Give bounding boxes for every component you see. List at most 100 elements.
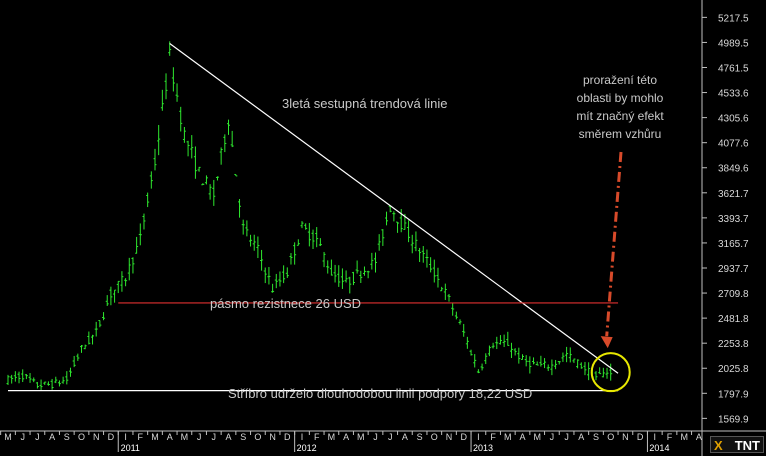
ohlc-bar (329, 259, 333, 276)
ohlc-bar (153, 148, 157, 171)
ohlc-bar (344, 270, 348, 283)
ohlc-bar (197, 166, 201, 172)
x-month-label: O (607, 432, 614, 442)
x-month-label: F (138, 432, 144, 442)
ohlc-bar (204, 175, 208, 185)
x-month-label: N (93, 432, 100, 442)
y-tick-label: 2025.8 (718, 364, 749, 375)
x-month-label: M (504, 432, 512, 442)
ohlc-bar (362, 266, 366, 276)
level-lines (8, 42, 631, 393)
breakout-arrow-head (600, 336, 613, 349)
y-tick-label: 3165.7 (718, 239, 749, 250)
ohlc-bar (157, 124, 161, 156)
ohlc-bar (469, 349, 473, 356)
ohlc-bar (491, 342, 495, 349)
ohlc-bar (436, 267, 440, 288)
ohlc-bar (182, 126, 186, 143)
ohlc-bar (392, 211, 396, 222)
ohlc-bar (164, 73, 168, 100)
ohlc-bar (219, 147, 223, 165)
ohlc-bar (587, 362, 591, 381)
x-month-label: I (124, 432, 127, 442)
trend-annotation: 3letá sestupná trendová linie (282, 96, 448, 111)
x-month-label: N (622, 432, 629, 442)
ohlc-bar (223, 134, 227, 153)
tnt-logo: X TNT (710, 436, 764, 453)
ohlc-bar (267, 267, 271, 285)
ohlc-bar (572, 358, 576, 363)
ohlc-bar (249, 234, 253, 247)
logo-text: TNT (734, 438, 760, 453)
ohlc-bar (521, 354, 524, 360)
ohlc-bar (72, 355, 76, 368)
x-month-label: J (388, 432, 393, 442)
ohlc-bar (149, 171, 153, 189)
ohlc-bar (374, 252, 377, 273)
x-year-label: 2014 (649, 443, 669, 453)
y-tick-label: 4077.6 (718, 139, 749, 150)
ohlc-bar (39, 379, 43, 391)
x-month-label: A (402, 432, 408, 442)
ohlc-bar (311, 229, 315, 250)
ohlc-bar (120, 271, 124, 292)
ohlc-bar (300, 221, 304, 229)
ohlc-bar (601, 367, 605, 378)
x-month-label: I (477, 432, 480, 442)
x-month-label: J (564, 432, 569, 442)
breakout-circle (590, 352, 631, 393)
ohlc-bar (440, 286, 444, 292)
y-tick-label: 3393.7 (718, 214, 749, 225)
x-month-label: J (550, 432, 555, 442)
ohlc-bar (418, 247, 422, 263)
ohlc-bar (326, 260, 330, 274)
x-year-label: 2011 (121, 443, 140, 453)
ohlc-bar (465, 336, 469, 349)
ohlc-bar (252, 234, 256, 251)
y-tick-label: 4533.6 (718, 89, 749, 100)
ohlc-bar (480, 363, 484, 371)
x-year-label: 2012 (297, 443, 317, 453)
ohlc-bar (57, 380, 61, 387)
x-month-label: J (35, 432, 40, 442)
ohlc-bar (425, 249, 429, 268)
ohlc-bar (230, 130, 234, 148)
ohlc-bar (609, 363, 613, 381)
x-month-label: J (212, 432, 217, 442)
ohlc-bar (366, 270, 370, 279)
ohlc-bar (212, 179, 216, 206)
x-month-label: O (431, 432, 438, 442)
ohlc-bar (94, 321, 98, 337)
ohlc-bar (605, 367, 609, 379)
x-year-label: 2013 (473, 443, 493, 453)
ohlc-bar (454, 311, 458, 320)
ohlc-bar (83, 344, 87, 350)
ohlc-bar (24, 373, 28, 380)
x-month-label: A (343, 432, 349, 442)
x-month-label: A (519, 432, 525, 442)
ohlc-bar (348, 276, 352, 294)
x-month-label: M (680, 432, 688, 442)
ohlc-bar (263, 267, 267, 284)
x-month-label: D (284, 432, 291, 442)
x-month-label: I (654, 432, 657, 442)
ohlc-bar (337, 265, 341, 287)
y-axis: 5217.5 4989.5 4761.5 4533.6 4305.6 4077.6 3849… (702, 13, 749, 425)
ohlc-bar (532, 357, 536, 365)
x-month-label: N (446, 432, 453, 442)
y-tick-label: 2709.8 (718, 289, 749, 300)
trend-line (169, 42, 619, 374)
x-month-label: I (301, 432, 304, 442)
breakout-annotation-4: směrem vzhůru (579, 127, 662, 141)
ohlc-bar (116, 280, 120, 294)
ohlc-bar (322, 251, 326, 268)
y-tick-label: 4989.5 (718, 38, 749, 49)
ohlc-bar (87, 331, 91, 345)
ohlc-bar (13, 371, 17, 382)
ohlc-bar (98, 320, 102, 328)
ohlc-bar (355, 260, 359, 274)
ohlc-bar (35, 381, 39, 389)
ohlc-bar (443, 283, 447, 300)
ohlc-bar (550, 359, 554, 376)
